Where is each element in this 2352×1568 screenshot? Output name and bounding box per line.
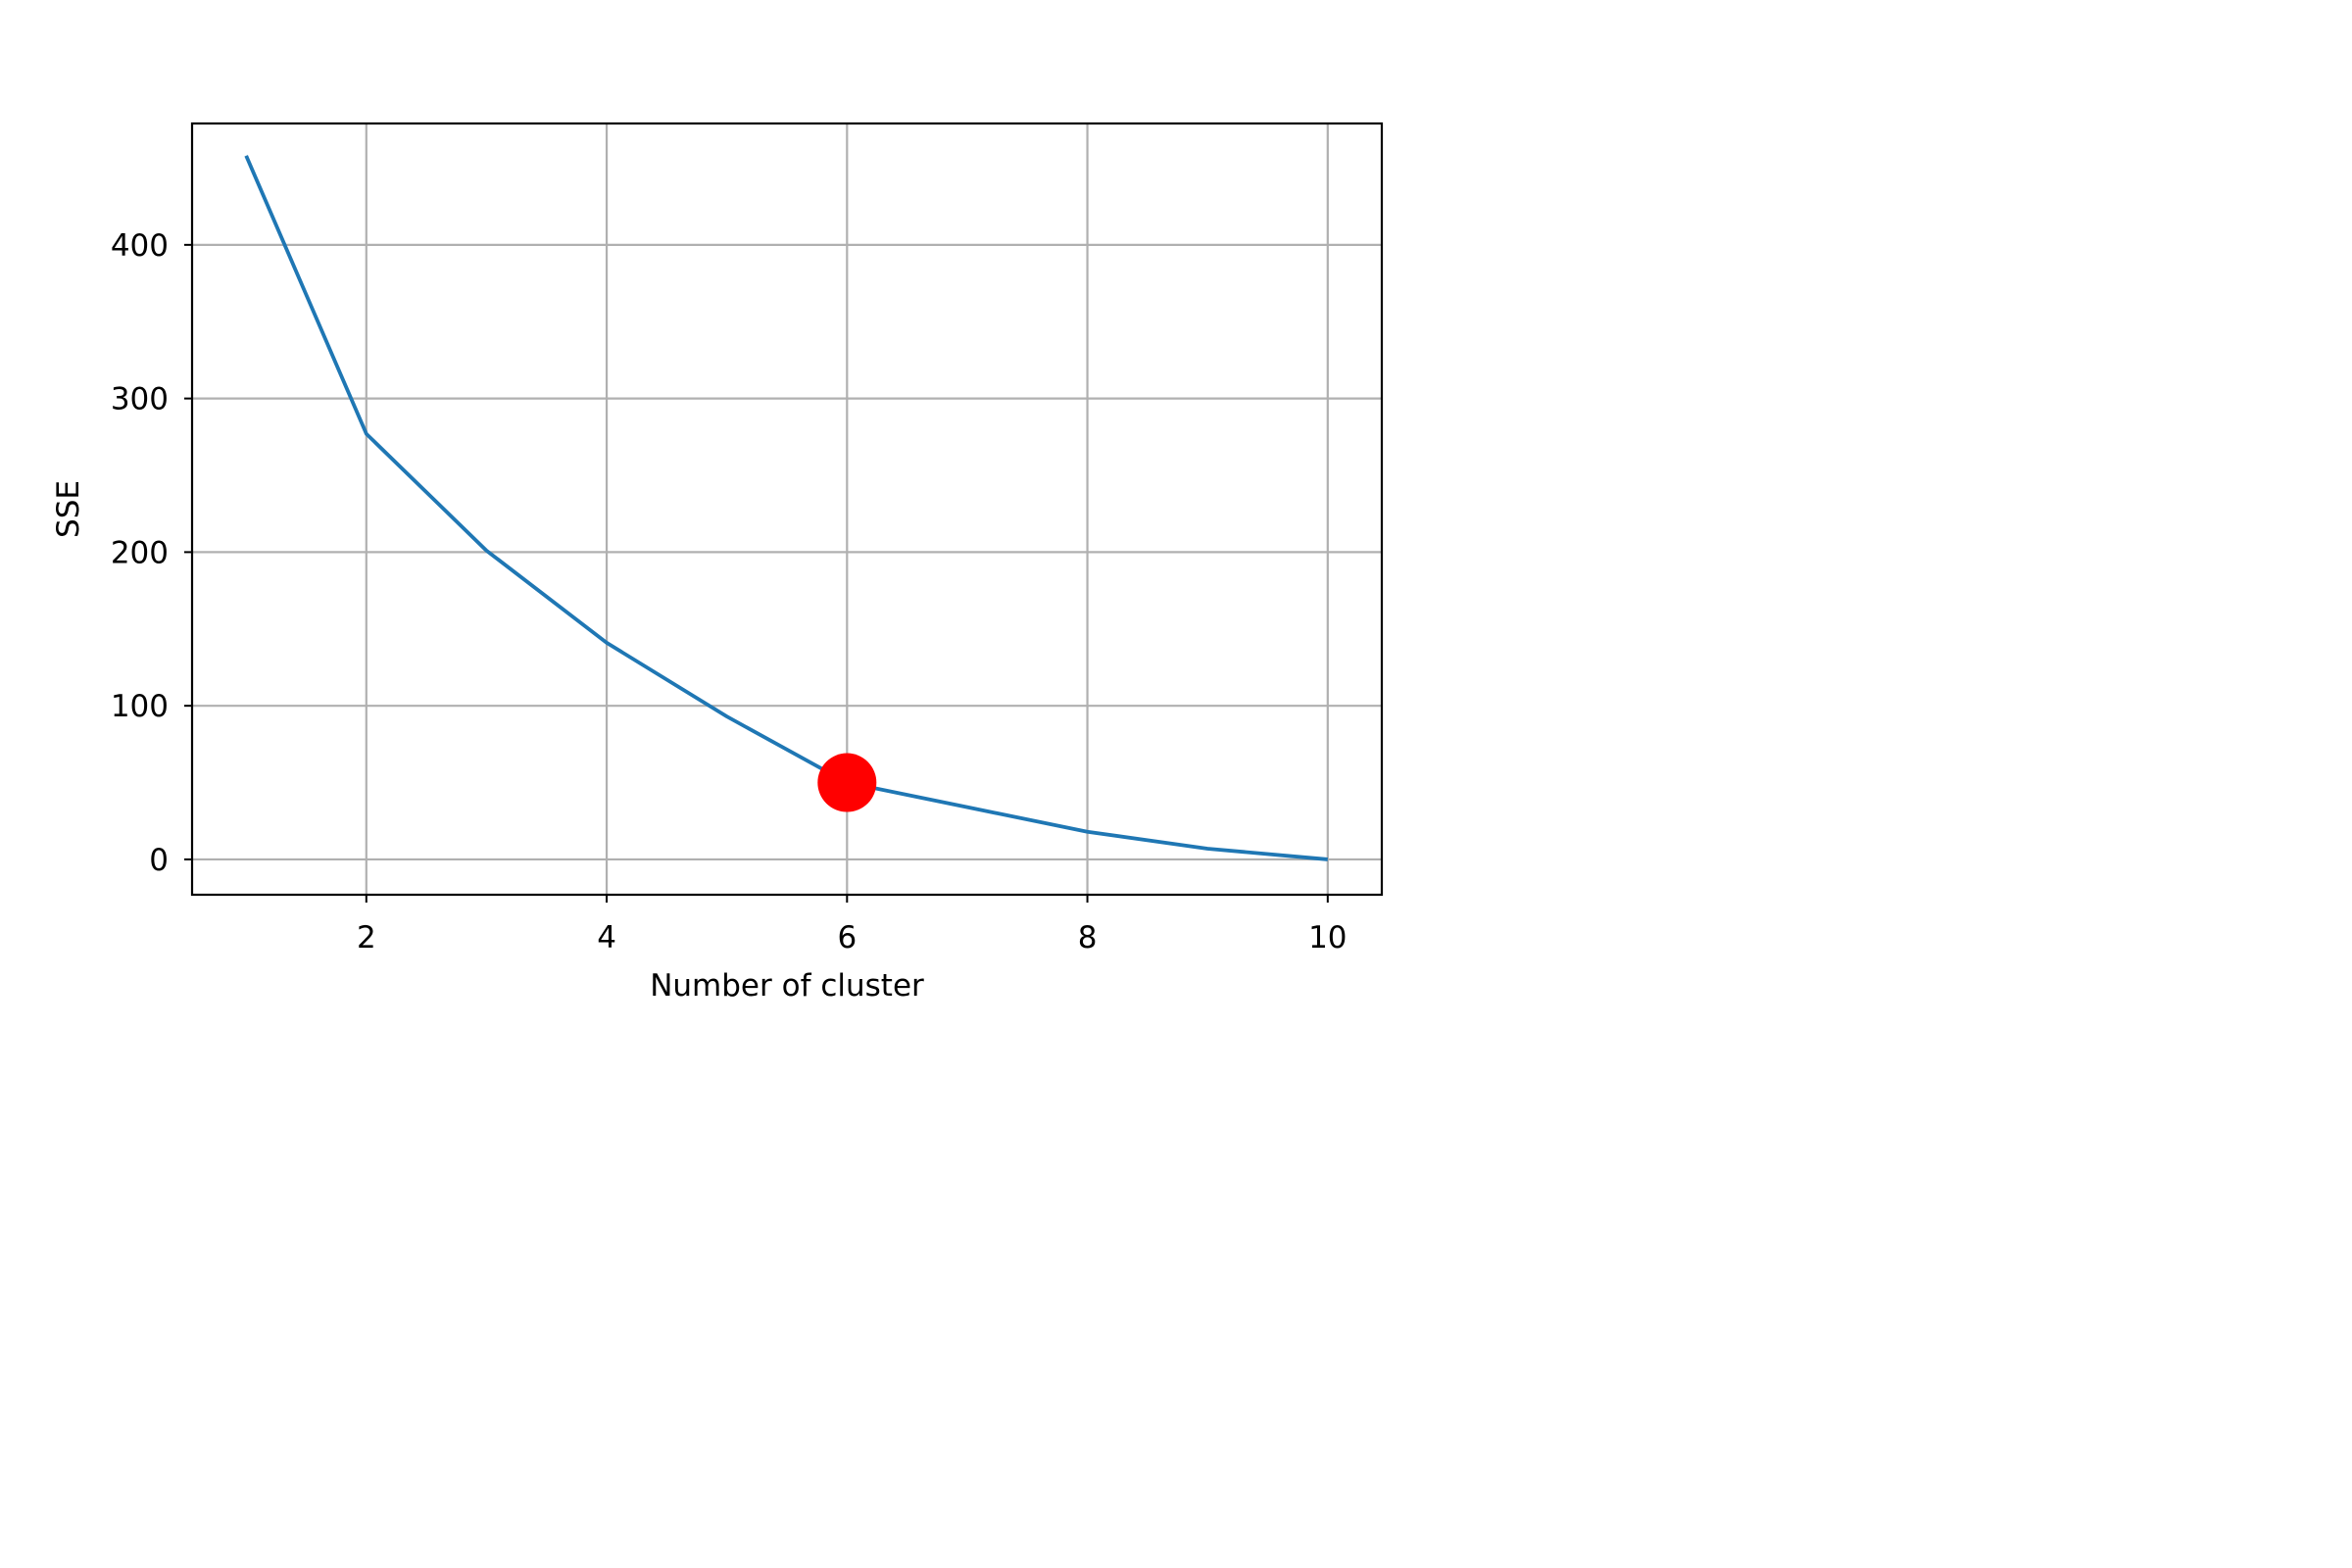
y-tick-label: 400 bbox=[111, 228, 169, 264]
x-tick-label: 4 bbox=[597, 920, 616, 956]
sse-series-line bbox=[244, 155, 1328, 861]
x-tick-label: 6 bbox=[837, 920, 857, 956]
y-tick-label: 200 bbox=[111, 535, 169, 570]
series-layer bbox=[244, 155, 1328, 861]
x-axis-label: Number of cluster bbox=[650, 968, 924, 1004]
grid bbox=[192, 123, 1382, 895]
x-tick-label: 8 bbox=[1078, 920, 1098, 956]
x-tick-label: 2 bbox=[357, 920, 376, 956]
chart: 2 4 6 8 10 0 100 200 300 400 Number of cluster SS… bbox=[0, 0, 1517, 1019]
highlight-layer bbox=[817, 753, 877, 812]
y-tick-label: 300 bbox=[111, 382, 169, 417]
plot-frame bbox=[190, 122, 1384, 897]
y-axis-label: SSE bbox=[51, 480, 86, 538]
y-tick-label: 0 bbox=[149, 843, 169, 878]
y-tick-label: 100 bbox=[111, 689, 169, 724]
x-tick-label: 10 bbox=[1308, 920, 1347, 956]
elbow-point-marker bbox=[817, 753, 877, 812]
